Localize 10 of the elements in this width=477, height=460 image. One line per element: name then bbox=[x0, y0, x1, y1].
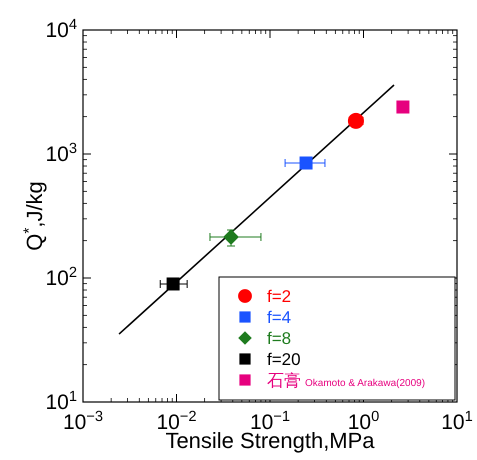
x-tick-label: 10$^{1}$ bbox=[441, 409, 473, 434]
legend-label: f=8 bbox=[267, 329, 292, 348]
y-tick-label: 10$^{3}$ bbox=[45, 141, 77, 166]
legend-label: 石膏 bbox=[267, 371, 301, 390]
y-tick-label: 10$^{4}$ bbox=[45, 17, 77, 42]
legend-label: f=20 bbox=[267, 350, 301, 369]
y-tick-label: 10$^{2}$ bbox=[45, 265, 77, 290]
legend-label: f=2 bbox=[267, 287, 292, 306]
legend-label: f=4 bbox=[267, 308, 292, 327]
annotation: Okamoto & Arakawa(2009) bbox=[305, 378, 426, 389]
